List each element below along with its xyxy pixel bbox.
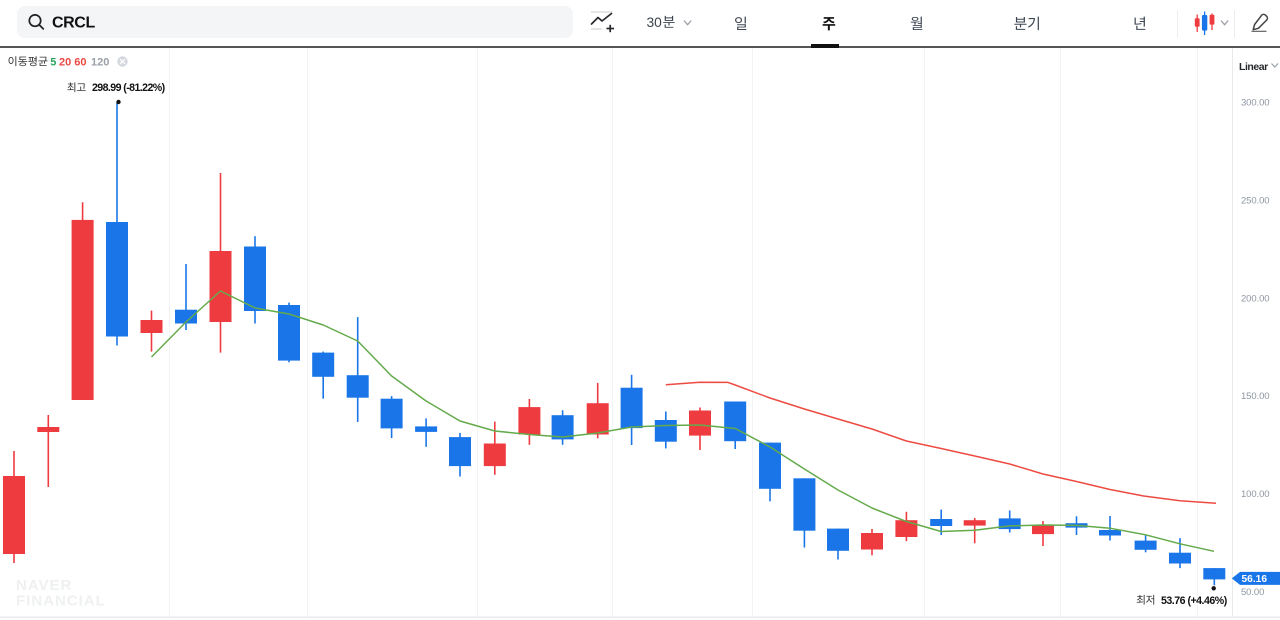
- svg-text:150.00: 150.00: [1241, 391, 1269, 402]
- svg-text:60: 60: [74, 56, 86, 68]
- svg-text:50.00: 50.00: [1241, 587, 1264, 598]
- svg-text:NAVER: NAVER: [16, 577, 72, 594]
- svg-text:5: 5: [50, 56, 56, 68]
- svg-text:120: 120: [91, 56, 109, 68]
- svg-text:100.00: 100.00: [1241, 489, 1269, 500]
- svg-text:Linear: Linear: [1239, 61, 1268, 73]
- svg-text:CRCL: CRCL: [52, 15, 95, 32]
- svg-text:30: 30: [647, 15, 663, 30]
- svg-text:250.00: 250.00: [1241, 195, 1269, 206]
- svg-text:20: 20: [59, 56, 71, 68]
- svg-text:200.00: 200.00: [1241, 293, 1269, 304]
- svg-text:53.76 (+4.46%): 53.76 (+4.46%): [1161, 595, 1227, 607]
- svg-text:56.16: 56.16: [1242, 574, 1268, 585]
- svg-text:298.99 (-81.22%): 298.99 (-81.22%): [92, 82, 165, 94]
- svg-text:300.00: 300.00: [1241, 97, 1269, 108]
- svg-text:FINANCIAL: FINANCIAL: [16, 593, 106, 610]
